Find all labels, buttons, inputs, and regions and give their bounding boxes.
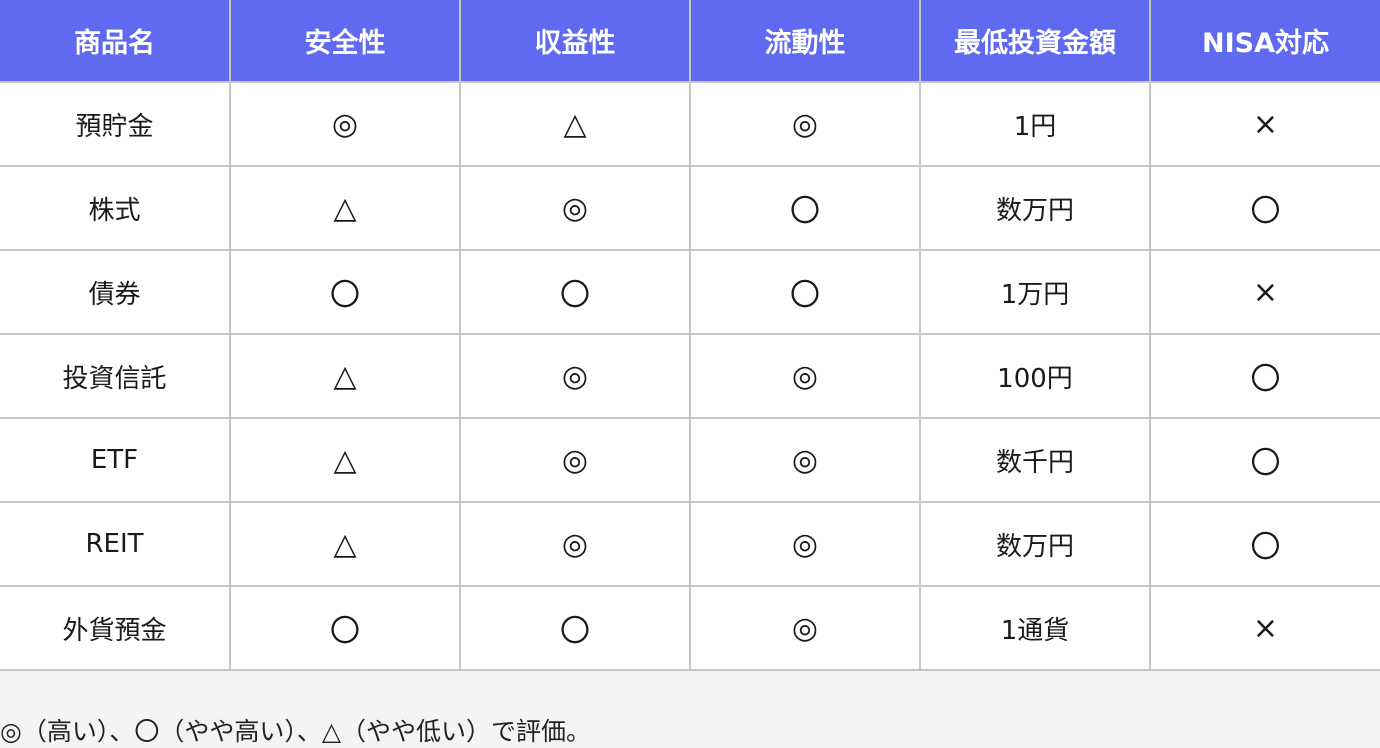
- cell-minimum-investment: 数千円: [919, 417, 1151, 503]
- table-row: 債券〇〇〇 1万円 ×: [0, 249, 1380, 335]
- header-minimum-investment: 最低投資金額: [919, 0, 1151, 83]
- header-profitability: 収益性: [459, 0, 691, 83]
- cell-product-name: 債券: [0, 249, 231, 335]
- cell-safety: ◎: [229, 81, 461, 167]
- cell-minimum-investment: 1万円: [919, 249, 1151, 335]
- cell-profitability: 〇: [459, 585, 691, 671]
- cell-profitability: ◎: [459, 417, 691, 503]
- cell-liquidity: ◎: [689, 81, 921, 167]
- table-row: 預貯金 ◎ △ ◎ 1円 ×: [0, 81, 1380, 167]
- cell-liquidity: 〇: [689, 165, 921, 251]
- cell-safety: △: [229, 501, 461, 587]
- cell-safety: 〇: [229, 249, 461, 335]
- cell-product-name: ETF: [0, 417, 231, 503]
- cell-safety: 〇: [229, 585, 461, 671]
- cell-product-name: 預貯金: [0, 81, 231, 167]
- cell-minimum-investment: 1円: [919, 81, 1151, 167]
- table-row: 投資信託 △ ◎ ◎ 100円〇: [0, 333, 1380, 419]
- legend-note: ◎（高い）、〇（やや高い）、△（やや低い）で評価。: [0, 717, 592, 746]
- cell-liquidity: 〇: [689, 249, 921, 335]
- cell-minimum-investment: 数万円: [919, 501, 1151, 587]
- cell-profitability: ◎: [459, 165, 691, 251]
- cell-product-name: 投資信託: [0, 333, 231, 419]
- cell-profitability: 〇: [459, 249, 691, 335]
- cell-nisa-support: ×: [1149, 585, 1380, 671]
- cell-nisa-support: ×: [1149, 81, 1380, 167]
- cell-safety: △: [229, 333, 461, 419]
- cell-profitability: △: [459, 81, 691, 167]
- cell-nisa-support: 〇: [1149, 165, 1380, 251]
- header-safety: 安全性: [229, 0, 461, 83]
- table-row: 外貨預金〇〇 ◎ 1通貨 ×: [0, 585, 1380, 671]
- cell-liquidity: ◎: [689, 333, 921, 419]
- comparison-table: 商品名 安全性 収益性 流動性 最低投資金額 NISA対応 預貯金 ◎ △ ◎ 1円 × 株式 △ ◎ 〇数…: [0, 0, 1380, 671]
- cell-nisa-support: ×: [1149, 249, 1380, 335]
- cell-liquidity: ◎: [689, 417, 921, 503]
- header-nisa-support: NISA対応: [1149, 0, 1380, 83]
- cell-minimum-investment: 1通貨: [919, 585, 1151, 671]
- table-row: REIT △ ◎ ◎ 数万円〇: [0, 501, 1380, 587]
- cell-profitability: ◎: [459, 501, 691, 587]
- cell-safety: △: [229, 417, 461, 503]
- cell-minimum-investment: 数万円: [919, 165, 1151, 251]
- cell-nisa-support: 〇: [1149, 333, 1380, 419]
- cell-minimum-investment: 100円: [919, 333, 1151, 419]
- cell-liquidity: ◎: [689, 501, 921, 587]
- header-liquidity: 流動性: [689, 0, 921, 83]
- cell-nisa-support: 〇: [1149, 501, 1380, 587]
- cell-nisa-support: 〇: [1149, 417, 1380, 503]
- table-row: 株式 △ ◎ 〇数万円〇: [0, 165, 1380, 251]
- cell-product-name: 株式: [0, 165, 231, 251]
- cell-product-name: 外貨預金: [0, 585, 231, 671]
- cell-profitability: ◎: [459, 333, 691, 419]
- cell-liquidity: ◎: [689, 585, 921, 671]
- cell-safety: △: [229, 165, 461, 251]
- table-row: ETF △ ◎ ◎ 数千円〇: [0, 417, 1380, 503]
- header-product-name: 商品名: [0, 0, 231, 83]
- header-row: 商品名 安全性 収益性 流動性 最低投資金額 NISA対応: [0, 0, 1380, 83]
- cell-product-name: REIT: [0, 501, 231, 587]
